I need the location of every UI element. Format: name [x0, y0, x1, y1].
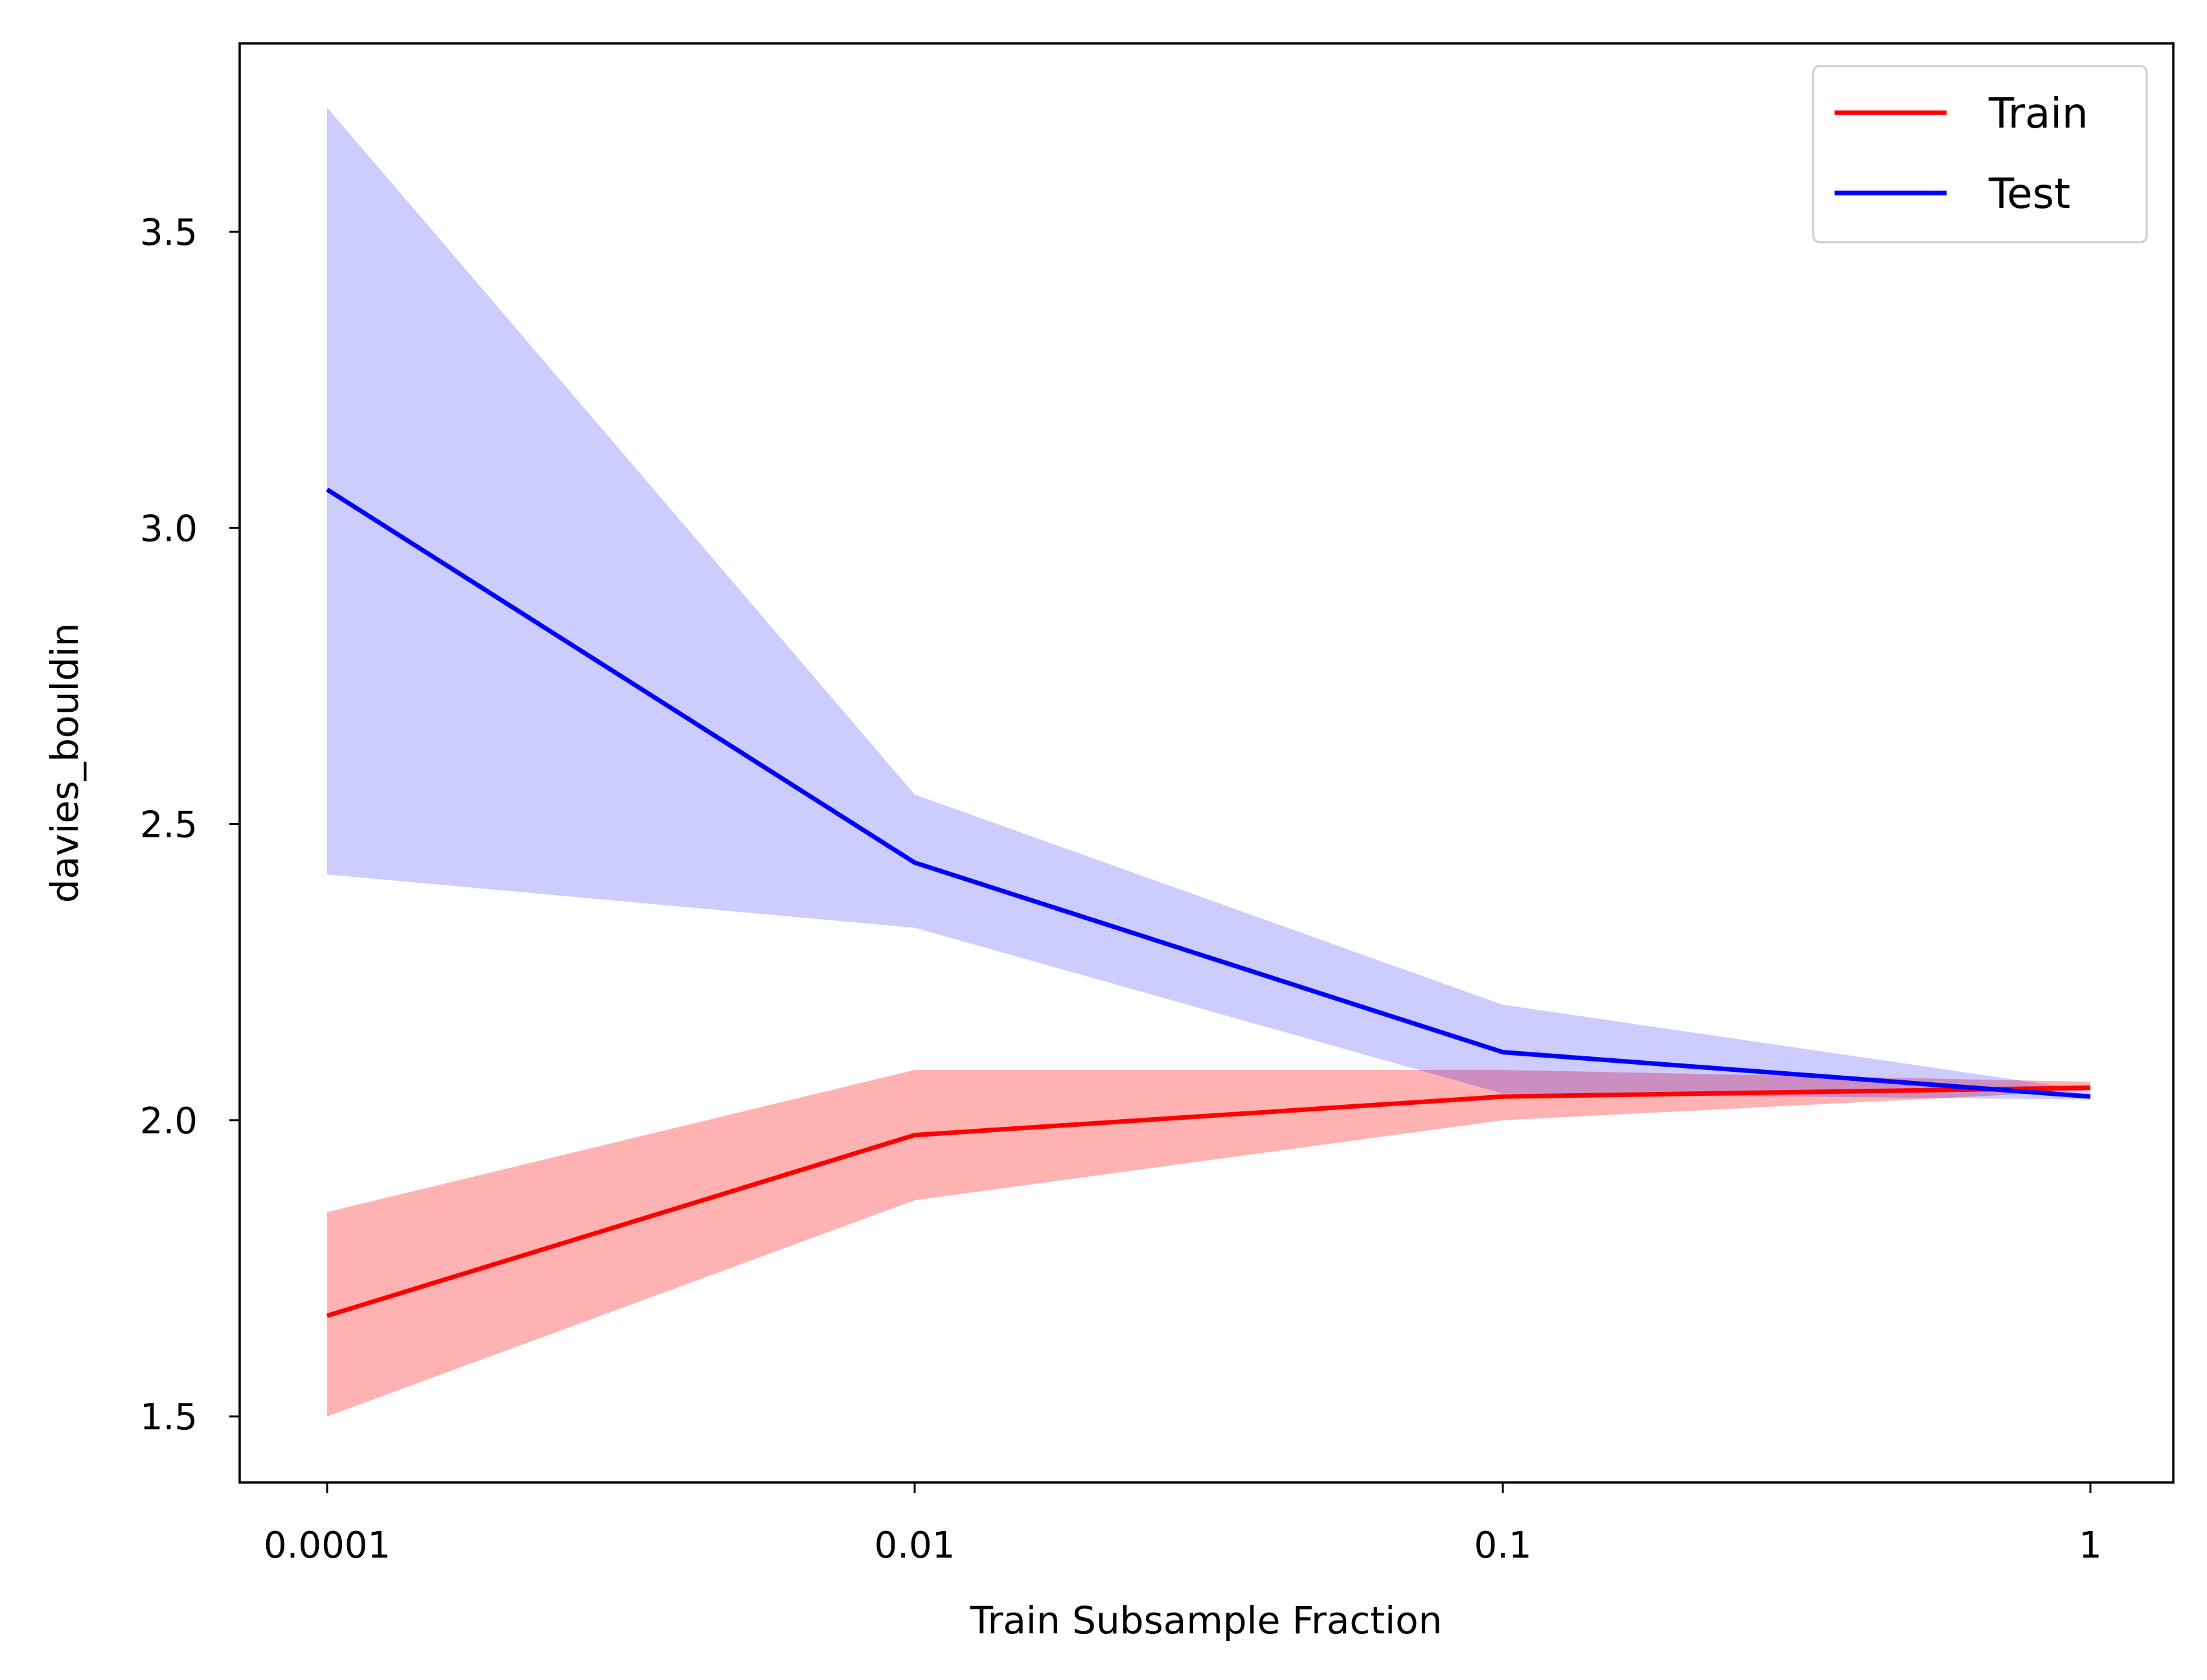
x-tick-label: 0.1	[1474, 1525, 1531, 1567]
y-tick-label: 3.0	[140, 508, 198, 550]
confidence-bands	[327, 107, 2090, 1416]
y-axis-ticks: 1.5 2.0 2.5 3.0 3.5	[140, 212, 240, 1438]
x-tick-label: 0.0001	[264, 1525, 391, 1567]
y-tick-label: 2.0	[140, 1100, 198, 1142]
legend-box	[1812, 65, 2148, 244]
y-tick-label: 2.5	[140, 804, 198, 846]
y-axis-label: davies_bouldin	[43, 623, 87, 903]
legend-test-label: Test	[1988, 170, 2070, 218]
train-confidence-band	[327, 1070, 2090, 1416]
x-axis-label: Train Subsample Fraction	[970, 1598, 1443, 1642]
y-tick-label: 1.5	[140, 1396, 198, 1438]
legend-train-label: Train	[1988, 90, 2088, 138]
y-tick-label: 3.5	[140, 212, 198, 254]
x-tick-label: 0.01	[875, 1525, 955, 1567]
test-series-line	[326, 487, 2091, 1099]
legend: Train Test	[1812, 65, 2148, 244]
test-confidence-band	[327, 107, 2090, 1100]
train-series-line	[326, 1085, 2091, 1318]
x-tick-label: 1	[2079, 1525, 2102, 1567]
x-axis-ticks: 0.0001 0.01 0.1 1	[264, 1482, 2102, 1567]
plot-frame	[238, 42, 2175, 1484]
series-lines	[326, 487, 2091, 1318]
